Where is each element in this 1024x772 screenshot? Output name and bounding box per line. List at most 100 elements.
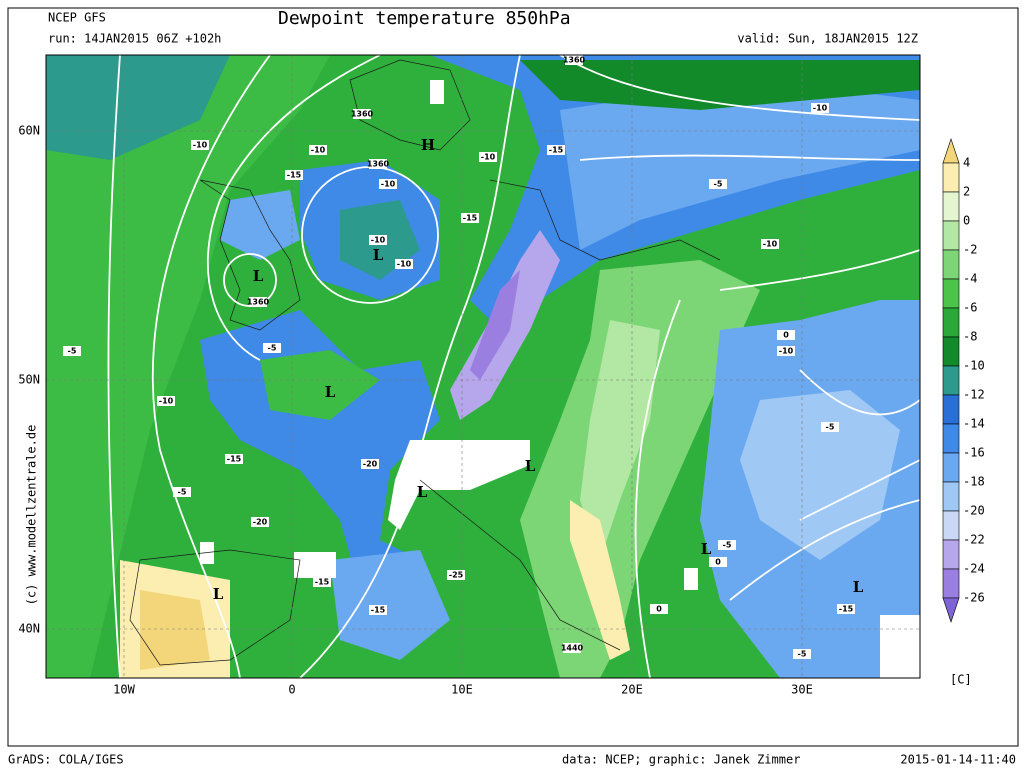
model-name: NCEP GFS xyxy=(48,11,106,25)
coastline xyxy=(129,549,301,666)
lon-label: 20E xyxy=(621,683,643,697)
colorbar-box xyxy=(942,539,960,570)
pressure-center: L xyxy=(853,578,864,596)
contour-label-box xyxy=(313,577,331,587)
contour-label-box xyxy=(173,487,191,497)
lat-label: 40N xyxy=(18,622,40,636)
colorbar-box xyxy=(942,220,960,251)
contour-label-box xyxy=(563,643,581,653)
colorbar-box xyxy=(942,365,960,396)
lon-label: 30E xyxy=(791,683,813,697)
contour-label-box xyxy=(251,517,269,527)
missing-data xyxy=(200,542,214,564)
contour-label: 1360 xyxy=(367,160,390,169)
missing-data xyxy=(880,615,920,678)
contour-label: -10 xyxy=(311,146,326,155)
lon-label: 0 xyxy=(288,683,295,697)
contour-label: 1360 xyxy=(563,56,586,65)
contour-label: -5 xyxy=(268,344,277,353)
contour-label-box xyxy=(249,297,267,307)
lat-label: 50N xyxy=(18,373,40,387)
colorbar-box xyxy=(942,307,960,338)
colorbar-label: -12 xyxy=(963,388,985,402)
field xyxy=(220,190,300,260)
isohypse xyxy=(799,459,920,521)
isohypse xyxy=(719,249,920,291)
contour-label-box xyxy=(565,55,583,65)
field xyxy=(570,500,630,660)
timestamp: 2015-01-14-11:40 xyxy=(900,753,1016,767)
contour-label-box xyxy=(479,152,497,162)
contour-label: -10 xyxy=(159,397,174,406)
field xyxy=(330,550,450,660)
contour-label-box xyxy=(309,145,327,155)
colorbar-box xyxy=(942,336,960,367)
contour-label: -10 xyxy=(193,141,208,150)
data-credit: data: NCEP; graphic: Janek Zimmer xyxy=(562,753,800,767)
colorbar-box xyxy=(942,510,960,541)
isohypse xyxy=(152,55,271,678)
contour-label: 0 xyxy=(783,331,789,340)
contour-label: -10 xyxy=(481,153,496,162)
contour-label: -10 xyxy=(763,240,778,249)
contour-label-box xyxy=(285,170,303,180)
contour-label-box xyxy=(709,179,727,189)
contour-label: -10 xyxy=(371,236,386,245)
contour-label: -5 xyxy=(798,650,807,659)
contour-label: -20 xyxy=(363,460,378,469)
colorbar-box xyxy=(942,278,960,309)
contour-label-box xyxy=(361,459,379,469)
contour-label-box xyxy=(709,557,727,567)
colorbar-label: -20 xyxy=(963,504,985,518)
contour-label: -5 xyxy=(68,347,77,356)
lon-label: 10E xyxy=(451,683,473,697)
contour-label: -15 xyxy=(463,214,478,223)
contour-label-box xyxy=(369,159,387,169)
contour-label: 0 xyxy=(656,605,662,614)
colorbar-label: -10 xyxy=(963,359,985,373)
contour-label-box xyxy=(447,570,465,580)
isohypse xyxy=(634,299,681,678)
colorbar-unit: [C] xyxy=(950,673,972,687)
colorbar-label: -6 xyxy=(963,301,977,315)
contour-label: -15 xyxy=(371,606,386,615)
contour-label: -5 xyxy=(714,180,723,189)
lat-label: 60N xyxy=(18,124,40,138)
isohypse xyxy=(799,369,920,416)
chart-title: Dewpoint temperature 850hPa xyxy=(278,8,571,29)
contour-label-box xyxy=(761,239,779,249)
field xyxy=(140,590,210,670)
colorbar-label: -2 xyxy=(963,243,977,257)
field xyxy=(520,60,920,110)
isohypse xyxy=(206,55,381,361)
field xyxy=(470,270,520,380)
colorbar-label: -24 xyxy=(963,562,985,576)
colorbar-box xyxy=(942,481,960,512)
field xyxy=(200,310,440,600)
colorbar-box xyxy=(942,191,960,222)
colorbar-label: -22 xyxy=(963,533,985,547)
contour-label: -10 xyxy=(397,260,412,269)
pressure-center: L xyxy=(325,383,336,401)
isohypse xyxy=(299,55,521,678)
colorbar-box xyxy=(942,568,960,599)
contour-label: -10 xyxy=(813,104,828,113)
isohypse xyxy=(107,55,121,678)
pressure-center: L xyxy=(253,267,264,285)
contour-label: -10 xyxy=(779,347,794,356)
colorbar-box xyxy=(942,162,960,193)
colorbar-box xyxy=(942,249,960,280)
side-credit: (c) www.modellzentrale.de xyxy=(25,425,39,606)
contour-label-box xyxy=(837,604,855,614)
contour-label-box xyxy=(63,346,81,356)
colorbar-label: -26 xyxy=(963,591,985,605)
coastline xyxy=(489,179,721,261)
colorbar-label: -18 xyxy=(963,475,985,489)
contour-label: -15 xyxy=(549,146,564,155)
contour-label-box xyxy=(718,540,736,550)
colorbar-box xyxy=(942,423,960,454)
contour-label: -10 xyxy=(381,180,396,189)
software-credit: GrADS: COLA/IGES xyxy=(8,753,124,767)
isohypse xyxy=(729,499,920,601)
